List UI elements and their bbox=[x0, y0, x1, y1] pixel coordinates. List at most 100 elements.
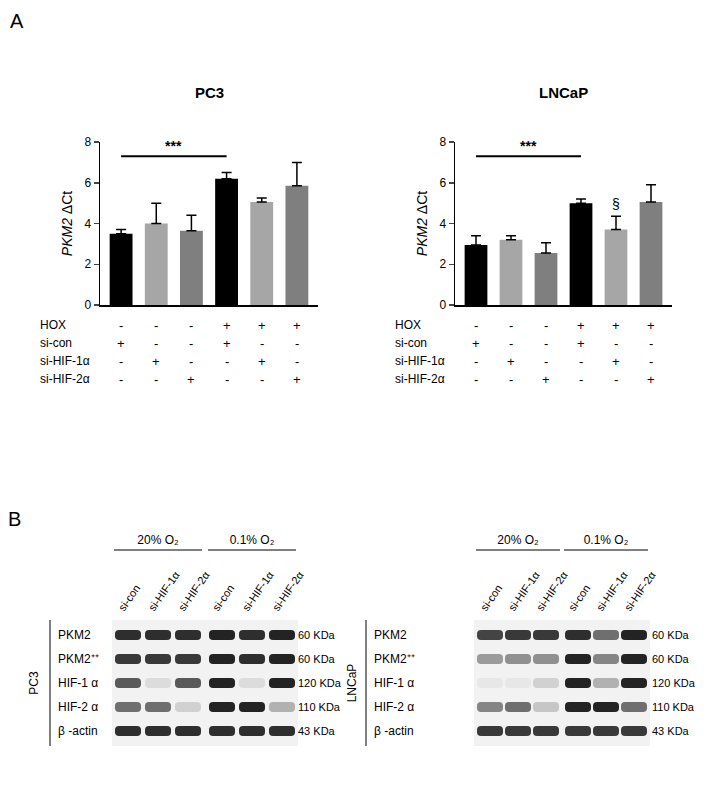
svg-text:60 KDa: 60 KDa bbox=[652, 629, 690, 641]
svg-text:si-con: si-con bbox=[210, 582, 237, 613]
svg-text:si-con: si-con bbox=[478, 582, 505, 613]
svg-text:2: 2 bbox=[439, 257, 446, 271]
svg-text:-: - bbox=[579, 372, 583, 387]
svg-text:0: 0 bbox=[84, 298, 91, 312]
svg-text:-: - bbox=[119, 372, 123, 387]
svg-text:si-HIF-2α: si-HIF-2α bbox=[176, 568, 212, 613]
svg-text:20% O₂: 20% O₂ bbox=[137, 533, 179, 547]
svg-text:-: - bbox=[154, 372, 158, 387]
svg-text:-: - bbox=[544, 354, 548, 369]
svg-text:+: + bbox=[187, 372, 195, 387]
svg-text:-: - bbox=[474, 354, 478, 369]
svg-text:-: - bbox=[189, 354, 193, 369]
svg-text:PKM2⁺⁺: PKM2⁺⁺ bbox=[374, 652, 415, 666]
svg-text:+: + bbox=[293, 372, 301, 387]
svg-text:8: 8 bbox=[439, 135, 446, 149]
svg-text:+: + bbox=[507, 354, 515, 369]
svg-text:-: - bbox=[119, 318, 123, 333]
svg-text:60 KDa: 60 KDa bbox=[652, 653, 690, 665]
svg-text:110 KDa: 110 KDa bbox=[298, 701, 341, 713]
svg-text:-: - bbox=[474, 318, 478, 333]
svg-text:+: + bbox=[223, 336, 231, 351]
svg-text:si-con: si-con bbox=[566, 582, 593, 613]
svg-text:-: - bbox=[579, 354, 583, 369]
svg-text:-: - bbox=[260, 372, 264, 387]
svg-text:***: *** bbox=[520, 138, 537, 154]
svg-text:si-con: si-con bbox=[116, 582, 143, 613]
svg-text:+: + bbox=[577, 318, 585, 333]
svg-text:si-HIF-2α: si-HIF-2α bbox=[270, 568, 306, 613]
svg-text:+: + bbox=[647, 318, 655, 333]
svg-text:β -actin: β -actin bbox=[58, 724, 98, 738]
svg-text:HOX: HOX bbox=[395, 318, 421, 332]
svg-text:120 KDa: 120 KDa bbox=[652, 677, 696, 689]
svg-text:HIF-1 α: HIF-1 α bbox=[58, 676, 98, 690]
svg-text:6: 6 bbox=[84, 176, 91, 190]
svg-text:-: - bbox=[509, 336, 513, 351]
svg-text:4: 4 bbox=[84, 217, 91, 231]
svg-text:PKM2⁺⁺: PKM2⁺⁺ bbox=[58, 652, 99, 666]
svg-text:+: + bbox=[612, 318, 620, 333]
svg-text:B: B bbox=[8, 508, 21, 530]
svg-text:-: - bbox=[649, 336, 653, 351]
svg-text:+: + bbox=[223, 318, 231, 333]
svg-text:2: 2 bbox=[84, 257, 91, 271]
svg-text:20% O₂: 20% O₂ bbox=[497, 533, 539, 547]
svg-text:si-HIF-2α: si-HIF-2α bbox=[622, 568, 658, 613]
svg-text:HOX: HOX bbox=[40, 318, 66, 332]
svg-text:si-HIF-2α: si-HIF-2α bbox=[40, 372, 90, 386]
svg-text:-: - bbox=[154, 336, 158, 351]
svg-text:0.1% O₂: 0.1% O₂ bbox=[584, 533, 629, 547]
svg-text:-: - bbox=[154, 318, 158, 333]
svg-text:-: - bbox=[614, 372, 618, 387]
svg-text:PKM2: PKM2 bbox=[58, 628, 91, 642]
svg-text:-: - bbox=[225, 354, 229, 369]
svg-text:PKM2: PKM2 bbox=[374, 628, 407, 642]
svg-text:+: + bbox=[647, 372, 655, 387]
svg-text:LNCaP: LNCaP bbox=[345, 664, 359, 703]
svg-text:-: - bbox=[544, 318, 548, 333]
svg-text:si-con: si-con bbox=[40, 336, 72, 350]
svg-text:+: + bbox=[258, 354, 266, 369]
svg-text:6: 6 bbox=[439, 176, 446, 190]
svg-text:-: - bbox=[509, 372, 513, 387]
svg-text:+: + bbox=[117, 336, 125, 351]
svg-text:si-HIF-1α: si-HIF-1α bbox=[40, 354, 90, 368]
svg-text:HIF-2 α: HIF-2 α bbox=[58, 700, 98, 714]
svg-text:+: + bbox=[472, 336, 480, 351]
svg-text:LNCaP: LNCaP bbox=[539, 84, 588, 101]
svg-text:-: - bbox=[225, 372, 229, 387]
svg-text:0.1% O₂: 0.1% O₂ bbox=[230, 533, 275, 547]
svg-text:+: + bbox=[612, 354, 620, 369]
svg-text:si-HIF-1α: si-HIF-1α bbox=[395, 354, 445, 368]
svg-text:***: *** bbox=[165, 138, 182, 154]
svg-text:PC3: PC3 bbox=[27, 671, 41, 695]
svg-text:4: 4 bbox=[439, 217, 446, 231]
svg-text:PKM2 ΔCt: PKM2 ΔCt bbox=[414, 191, 430, 256]
svg-text:-: - bbox=[260, 336, 264, 351]
svg-text:si-HIF-2α: si-HIF-2α bbox=[395, 372, 445, 386]
svg-text:+: + bbox=[542, 372, 550, 387]
svg-text:-: - bbox=[189, 318, 193, 333]
svg-text:-: - bbox=[119, 354, 123, 369]
svg-text:+: + bbox=[152, 354, 160, 369]
svg-text:-: - bbox=[544, 336, 548, 351]
svg-text:-: - bbox=[295, 354, 299, 369]
svg-text:43 KDa: 43 KDa bbox=[652, 725, 690, 737]
svg-text:60 KDa: 60 KDa bbox=[298, 653, 336, 665]
svg-text:0: 0 bbox=[439, 298, 446, 312]
svg-text:+: + bbox=[577, 336, 585, 351]
svg-text:-: - bbox=[295, 336, 299, 351]
svg-text:110 KDa: 110 KDa bbox=[652, 701, 695, 713]
svg-text:-: - bbox=[649, 354, 653, 369]
svg-text:+: + bbox=[258, 318, 266, 333]
svg-text:+: + bbox=[293, 318, 301, 333]
svg-text:β -actin: β -actin bbox=[374, 724, 414, 738]
svg-text:§: § bbox=[612, 196, 620, 212]
svg-text:120 KDa: 120 KDa bbox=[298, 677, 342, 689]
svg-text:PKM2 ΔCt: PKM2 ΔCt bbox=[59, 191, 75, 256]
svg-text:-: - bbox=[189, 336, 193, 351]
svg-text:HIF-2 α: HIF-2 α bbox=[374, 700, 414, 714]
svg-text:-: - bbox=[614, 336, 618, 351]
svg-text:8: 8 bbox=[84, 135, 91, 149]
